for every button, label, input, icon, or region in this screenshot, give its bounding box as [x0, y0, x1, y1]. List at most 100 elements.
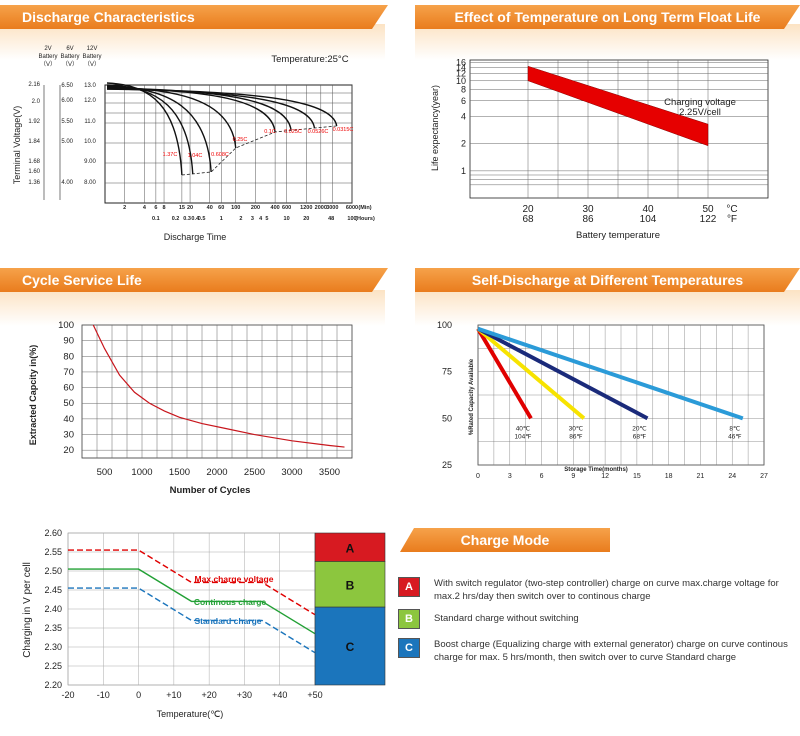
- self-series-label: 40℃: [516, 425, 531, 432]
- discharge-xtick-min: 2: [123, 205, 126, 211]
- self-series-label: 30℃: [569, 425, 584, 432]
- self-xtick: 6: [540, 473, 544, 480]
- discharge-xtick-min: 4: [143, 205, 147, 211]
- discharge-xtick-min: 8: [163, 205, 166, 211]
- legend-item-c: C Boost charge (Equalizing charge with e…: [398, 638, 788, 664]
- charge-series-line: [68, 587, 316, 654]
- discharge-col-header: 2V: [44, 46, 51, 52]
- float-xtick-c: 20: [522, 204, 534, 215]
- float-ytick: 1: [461, 166, 466, 176]
- charge-xtick: 0: [136, 690, 141, 700]
- discharge-curve: [106, 88, 338, 127]
- cycle-curve: [92, 324, 345, 448]
- charge-xtick: +50: [307, 690, 322, 700]
- charge-ylabel: Charging in V per cell: [22, 562, 33, 658]
- discharge-xtick-min: 600: [282, 205, 291, 211]
- float-ytick: 14: [456, 63, 466, 73]
- discharge-xtick-min: 6000: [346, 205, 358, 211]
- legend-badge-c: C: [398, 638, 420, 658]
- discharge-xtick-min: 60: [218, 205, 224, 211]
- discharge-curve-label: 0.0315C: [333, 127, 354, 133]
- cycle-ytick: 30: [63, 430, 74, 441]
- legend-item-a: A With switch regulator (two-step contro…: [398, 577, 788, 603]
- discharge-min-label: (Min): [358, 205, 371, 211]
- self-ylabel: %Rated Capacity Available: [469, 358, 475, 435]
- charge-ytick: 2.60: [44, 528, 62, 538]
- discharge-xtick-hours: 0.1: [152, 216, 160, 222]
- charge-xtick: +40: [272, 690, 287, 700]
- float-xtick-f: 104: [640, 214, 657, 225]
- float-xtick-c: 30: [582, 204, 594, 215]
- float-xtick-f: 86: [582, 214, 594, 225]
- cycle-xtick: 500: [97, 467, 113, 478]
- discharge-xtick-hours: 5: [265, 216, 268, 222]
- float-ytick: 10: [456, 76, 466, 86]
- charge-ytick: 2.20: [44, 680, 62, 690]
- charge-series-label: Max.charge voltage: [195, 574, 274, 584]
- charge-series-line: [68, 568, 316, 635]
- charge-xtick: -10: [97, 690, 110, 700]
- legend-text-b: Standard charge without switching: [434, 613, 579, 624]
- discharge-ytick-6v: 6.50: [61, 83, 73, 89]
- legend-text-a: With switch regulator (two-step controll…: [434, 578, 779, 602]
- float-xtick-c: 40: [642, 204, 654, 215]
- float-ytick: 8: [461, 84, 466, 94]
- float-title: Effect of Temperature on Long Term Float…: [415, 5, 800, 29]
- discharge-xtick-hours: 3: [251, 216, 254, 222]
- charge-ytick: 2.25: [44, 661, 62, 671]
- charge-series-label: Continous charge: [194, 597, 267, 607]
- discharge-curve: [106, 82, 183, 176]
- self-series-label-f: 104℉: [514, 433, 532, 440]
- discharge-curve-label: 0.025C: [284, 129, 302, 135]
- discharge-col-header: Battery: [38, 54, 57, 60]
- cycle-ytick: 100: [58, 320, 74, 331]
- float-ytick: 12: [456, 69, 466, 79]
- float-unit-c: °C: [726, 204, 737, 215]
- discharge-xtick-hours: 100: [347, 216, 356, 222]
- charge-ytick: 2.30: [44, 642, 62, 652]
- cycle-xtick: 1500: [169, 467, 190, 478]
- legend-item-b: B Standard charge without switching: [398, 609, 788, 629]
- charge-ytick: 2.40: [44, 604, 62, 614]
- float-annotation: Charging voltage: [664, 97, 736, 108]
- cycle-ytick: 40: [63, 414, 74, 425]
- discharge-ytick-6v: 5.50: [61, 119, 73, 125]
- discharge-curve-label: 1.37C: [163, 152, 178, 158]
- discharge-ylabel: Terminal Voltage(V): [12, 106, 22, 185]
- charge-title: Charge Mode: [400, 528, 610, 552]
- self-xtick: 18: [665, 473, 673, 480]
- discharge-xtick-hours: 0.2: [172, 216, 180, 222]
- discharge-xtick-min: 15: [179, 205, 185, 211]
- discharge-plot-frame: [104, 84, 353, 204]
- charge-mode-bar: [314, 606, 386, 686]
- discharge-xtick-min: 40: [207, 205, 213, 211]
- float-xtick-f: 122: [700, 214, 717, 225]
- discharge-endpoint-line: [181, 125, 337, 176]
- charge-mode-bar: [314, 561, 386, 608]
- self-xtick: 24: [728, 473, 736, 480]
- discharge-xtick-min: 100: [231, 205, 240, 211]
- discharge-ytick-12v: 13.0: [84, 83, 96, 89]
- discharge-col-header: 12V: [87, 46, 98, 52]
- discharge-ytick-2v: 1.92: [28, 119, 40, 125]
- self-xtick: 0: [476, 473, 480, 480]
- discharge-xtick-hours: 0.5: [198, 216, 206, 222]
- charge-mode-bar-label: B: [346, 578, 355, 592]
- float-xlabel: Battery temperature: [576, 230, 660, 241]
- float-ytick: 4: [461, 112, 466, 122]
- self-series-line: [477, 326, 744, 421]
- self-series-line: [477, 326, 649, 421]
- discharge-ytick-12v: 9.00: [84, 159, 96, 165]
- discharge-curve-label: 0.1C: [264, 129, 276, 135]
- discharge-ytick-2v: 1.84: [28, 139, 40, 145]
- float-ytick: 6: [461, 96, 466, 106]
- discharge-xtick-hours: 0.3: [183, 216, 191, 222]
- legend-badge-b: B: [398, 609, 420, 629]
- float-xtick-c: 50: [702, 204, 714, 215]
- charge-xtick: +30: [237, 690, 252, 700]
- self-series-label-f: 86℉: [569, 433, 583, 440]
- discharge-xtick-hours: 20: [303, 216, 309, 222]
- cycle-ytick: 60: [63, 383, 74, 394]
- charge-ytick: 2.35: [44, 623, 62, 633]
